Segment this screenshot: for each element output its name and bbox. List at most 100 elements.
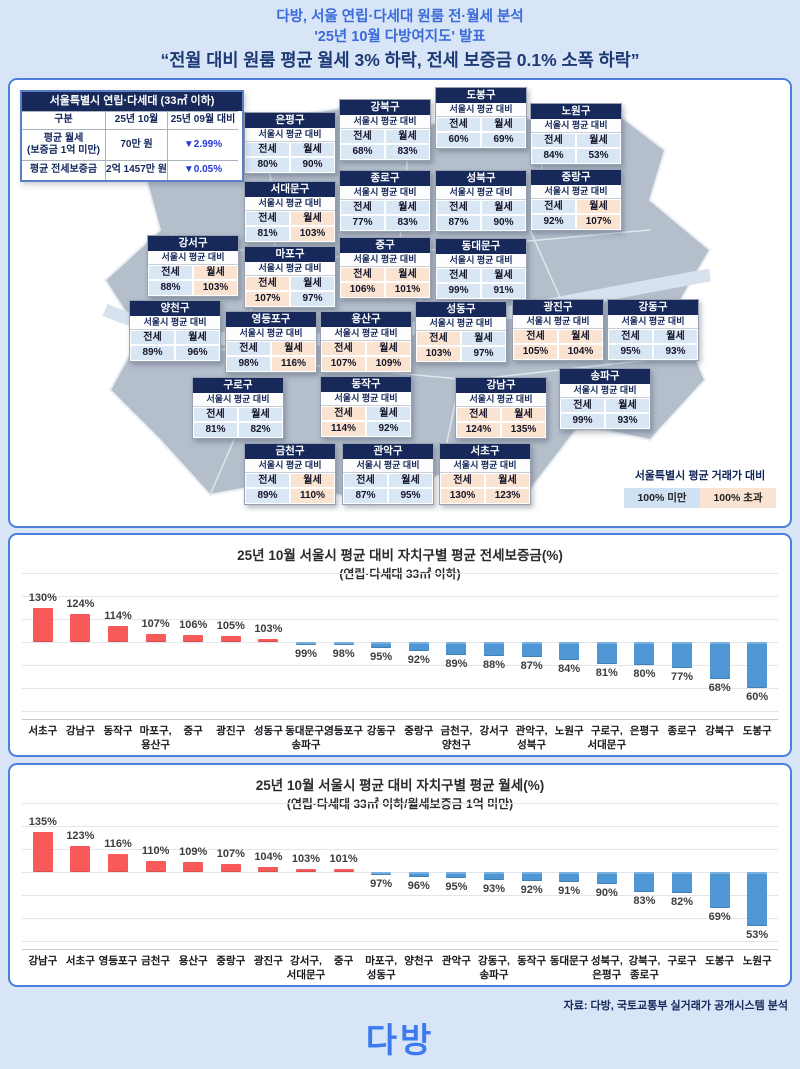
district-table-강북구: 강북구 서울시 평균 대비 전세 월세 68% 83% bbox=[339, 99, 431, 161]
jeonse-label: 전세 bbox=[148, 265, 193, 280]
district-name: 강서구 bbox=[148, 236, 238, 251]
district-cells: 전세 월세 95% 93% bbox=[608, 329, 698, 360]
bar-노원구 bbox=[747, 872, 768, 927]
bar-마포구, 성동구 bbox=[371, 872, 392, 876]
district-subheader: 서울시 평균 대비 bbox=[148, 251, 238, 265]
wolse-value: 116% bbox=[271, 356, 316, 372]
category-label: 성동구 bbox=[253, 725, 283, 737]
district-name: 성북구 bbox=[436, 171, 526, 186]
gridline bbox=[22, 619, 778, 620]
dabang-logo: 다방 bbox=[365, 1022, 435, 1060]
wolse-label: 월세 bbox=[290, 276, 335, 291]
category-label: 동대문구 bbox=[549, 955, 589, 967]
chart-subtitle: (연립·다세대 33㎡ 이하/월세보증금 1억 미만) bbox=[286, 797, 514, 811]
jeonse-label: 전세 bbox=[340, 267, 385, 282]
jeonse-label: 전세 bbox=[226, 341, 271, 356]
category-label: 노원구 bbox=[554, 725, 584, 737]
jeonse-value: 60% bbox=[436, 132, 481, 148]
jeonse-label: 전세 bbox=[436, 117, 481, 132]
chart-title: 25년 10월 서울시 평균 대비 자치구별 평균 월세(%) bbox=[255, 778, 545, 793]
jeonse-value: 77% bbox=[340, 215, 385, 231]
value-label: 103% bbox=[254, 622, 283, 635]
wolse-label: 월세 bbox=[653, 329, 698, 344]
district-name: 성동구 bbox=[416, 302, 506, 317]
wolse-label: 월세 bbox=[385, 267, 430, 282]
category-label: 양천구 bbox=[404, 955, 434, 967]
district-table-마포구: 마포구 서울시 평균 대비 전세 월세 107% 97% bbox=[244, 246, 336, 308]
district-cells: 전세 월세 105% 104% bbox=[513, 329, 603, 360]
bar-서초구 bbox=[70, 845, 91, 872]
value-label: 98% bbox=[332, 648, 355, 660]
category-label: 광진구 bbox=[216, 725, 246, 737]
gridline bbox=[22, 918, 778, 919]
jeonse-value: 81% bbox=[193, 422, 238, 438]
district-name: 광진구 bbox=[513, 300, 603, 315]
category-label: 관악구, 성북구 bbox=[515, 725, 548, 751]
header-line-1: 다방, 서울 연립·다세대 원룸 전·월세 분석 bbox=[276, 9, 524, 25]
gridline bbox=[22, 895, 778, 896]
district-subheader: 서울시 평균 대비 bbox=[456, 393, 546, 407]
wolse-value: 97% bbox=[461, 346, 506, 362]
jeonse-label: 전세 bbox=[245, 473, 290, 488]
district-subheader: 서울시 평균 대비 bbox=[245, 459, 335, 473]
district-subheader: 서울시 평균 대비 bbox=[321, 392, 411, 406]
district-cells: 전세 월세 106% 101% bbox=[340, 267, 430, 298]
chart-title: 25년 10월 서울시 평균 대비 자치구별 평균 전세보증금(%) bbox=[237, 548, 563, 563]
value-label: 77% bbox=[670, 671, 694, 684]
bar-강동구 bbox=[371, 642, 392, 648]
jeonse-value: 99% bbox=[436, 283, 481, 299]
summary-col-header: 구분 bbox=[22, 111, 106, 129]
jeonse-label: 전세 bbox=[343, 473, 388, 488]
district-subheader: 서울시 평균 대비 bbox=[436, 254, 526, 268]
value-label: 84% bbox=[558, 663, 581, 676]
bar-광진구 bbox=[258, 867, 279, 872]
jeonse-label: 전세 bbox=[440, 473, 485, 488]
wolse-label: 월세 bbox=[175, 330, 220, 345]
district-cells: 전세 월세 99% 91% bbox=[436, 268, 526, 299]
district-cells: 전세 월세 87% 90% bbox=[436, 200, 526, 231]
category-label: 동작구 bbox=[517, 955, 547, 967]
header-line-2: '25년 10월 다방여지도' 발표 bbox=[314, 29, 486, 45]
district-cells: 전세 월세 87% 95% bbox=[343, 473, 433, 504]
district-cells: 전세 월세 84% 53% bbox=[531, 133, 621, 164]
wolse-label: 월세 bbox=[271, 341, 316, 356]
jeonse-label: 전세 bbox=[245, 142, 290, 157]
value-label: 88% bbox=[482, 658, 506, 671]
bar-강남구 bbox=[70, 614, 91, 642]
category-label: 금천구 bbox=[141, 955, 171, 967]
jeonse-value: 81% bbox=[245, 226, 290, 242]
value-label: 92% bbox=[407, 654, 430, 667]
district-table-노원구: 노원구 서울시 평균 대비 전세 월세 84% 53% bbox=[530, 103, 622, 165]
district-cells: 전세 월세 99% 93% bbox=[560, 398, 650, 429]
jeonse-value: 80% bbox=[245, 157, 290, 173]
category-label: 강동구 bbox=[366, 725, 396, 737]
category-label: 마포구, 성동구 bbox=[365, 955, 398, 981]
gridline bbox=[22, 849, 778, 850]
page-header: 다방, 서울 연립·다세대 원룸 전·월세 분석 '25년 10월 다방여지도'… bbox=[0, 7, 800, 73]
value-label: 81% bbox=[595, 666, 618, 679]
wolse-value: 135% bbox=[501, 422, 546, 438]
bar-구로구, 서대문구 bbox=[596, 642, 617, 664]
district-subheader: 서울시 평균 대비 bbox=[193, 393, 283, 407]
district-name: 동작구 bbox=[321, 377, 411, 392]
bar-관악구 bbox=[446, 872, 467, 878]
wolse-label: 월세 bbox=[461, 331, 506, 346]
bar-강서구 bbox=[484, 642, 504, 656]
district-table-중랑구: 중랑구 서울시 평균 대비 전세 월세 92% 107% bbox=[530, 169, 622, 231]
district-table-양천구: 양천구 서울시 평균 대비 전세 월세 89% 96% bbox=[129, 300, 221, 362]
value-label: 105% bbox=[216, 620, 245, 633]
district-table-종로구: 종로구 서울시 평균 대비 전세 월세 77% 83% bbox=[339, 170, 431, 232]
jeonse-label: 전세 bbox=[245, 276, 290, 291]
wolse-label: 월세 bbox=[481, 200, 526, 215]
bar-노원구 bbox=[559, 642, 580, 661]
jeonse-chart-panel: 25년 10월 서울시 평균 대비 자치구별 평균 전세보증금(%) (연립·다… bbox=[8, 533, 792, 757]
jeonse-value: 89% bbox=[245, 488, 290, 504]
wolse-label: 월세 bbox=[385, 200, 430, 215]
category-label: 동작구 bbox=[103, 725, 133, 737]
category-label: 은평구 bbox=[629, 725, 659, 737]
district-name: 양천구 bbox=[130, 301, 220, 316]
jeonse-label: 전세 bbox=[340, 129, 385, 144]
value-label: 97% bbox=[370, 878, 393, 891]
district-table-동작구: 동작구 서울시 평균 대비 전세 월세 114% 92% bbox=[320, 376, 412, 438]
value-label: 124% bbox=[66, 598, 95, 611]
